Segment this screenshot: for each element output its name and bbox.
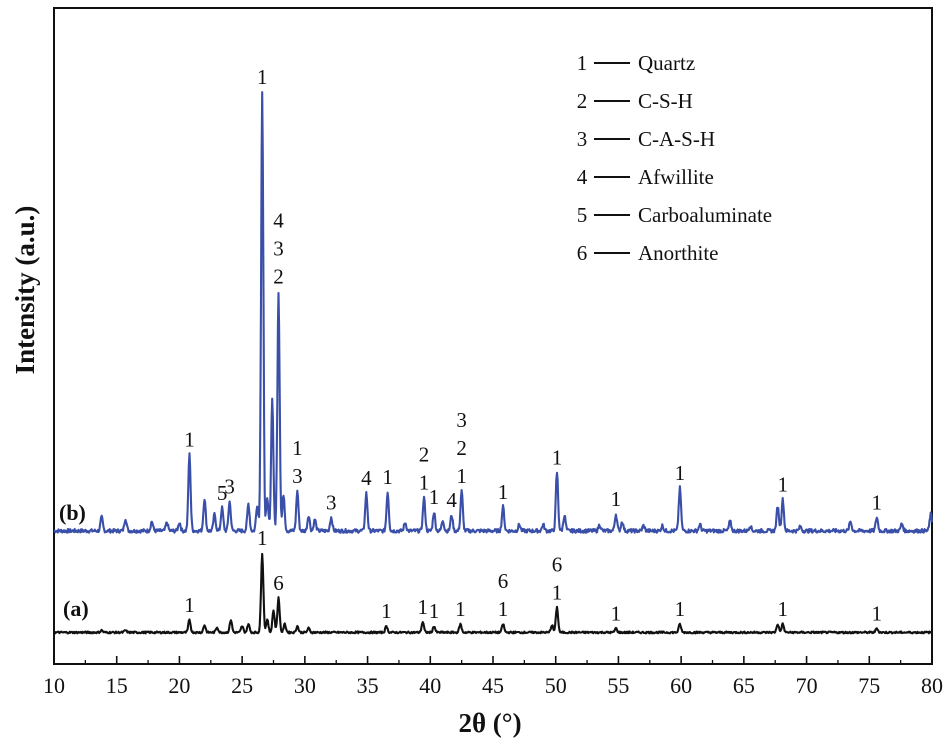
x-tick-label: 20 bbox=[168, 673, 190, 698]
x-tick-label: 50 bbox=[545, 673, 567, 698]
peak-label: 1 bbox=[429, 485, 440, 509]
x-tick-label: 45 bbox=[482, 673, 504, 698]
legend-label: C-A-S-H bbox=[638, 127, 715, 151]
peak-label: 1 bbox=[872, 490, 883, 514]
peak-label: 6 bbox=[552, 552, 563, 576]
peak-label: 4 bbox=[446, 488, 457, 512]
peak-label: 1 bbox=[552, 445, 563, 469]
x-tick-label: 60 bbox=[670, 673, 692, 698]
legend-key: 3 bbox=[577, 127, 588, 151]
peak-label: 1 bbox=[381, 599, 392, 623]
peak-label: 3 bbox=[273, 237, 284, 261]
peak-label: 3 bbox=[326, 490, 337, 514]
peak-label: 1 bbox=[455, 597, 466, 621]
peak-label: 1 bbox=[552, 580, 563, 604]
peak-label: 1 bbox=[419, 470, 430, 494]
legend-label: Carboaluminate bbox=[638, 203, 772, 227]
peak-label: 1 bbox=[777, 597, 788, 621]
x-tick-label: 75 bbox=[858, 673, 880, 698]
peak-label: 3 bbox=[224, 475, 235, 499]
legend-label: Quartz bbox=[638, 51, 695, 75]
x-tick-label: 80 bbox=[921, 673, 943, 698]
x-tick-label: 10 bbox=[43, 673, 65, 698]
peak-label: 1 bbox=[184, 428, 195, 452]
x-tick-label: 40 bbox=[419, 673, 441, 698]
series-line-a bbox=[53, 552, 933, 635]
peak-label: 1 bbox=[611, 601, 622, 625]
legend-label: Afwillite bbox=[638, 165, 714, 189]
peak-label: 1 bbox=[429, 599, 440, 623]
legend-key: 6 bbox=[577, 241, 588, 265]
x-tick-label: 15 bbox=[106, 673, 128, 698]
peak-label: 2 bbox=[419, 442, 430, 466]
peak-label: 1 bbox=[382, 465, 393, 489]
series-line-b bbox=[53, 91, 934, 534]
legend-label: C-S-H bbox=[638, 89, 693, 113]
legend-key: 1 bbox=[577, 51, 588, 75]
series-tag: (a) bbox=[63, 596, 89, 621]
peak-label: 2 bbox=[456, 436, 467, 460]
peak-label: 3 bbox=[456, 408, 467, 432]
peak-label: 1 bbox=[257, 65, 268, 89]
y-axis-title: Intensity (a.u.) bbox=[10, 206, 40, 375]
series-tag: (b) bbox=[59, 500, 86, 525]
peak-label: 3 bbox=[292, 464, 303, 488]
peak-label: 6 bbox=[498, 569, 509, 593]
legend-key: 2 bbox=[577, 89, 588, 113]
x-axis-title: 2θ (°) bbox=[458, 708, 521, 738]
peak-label: 1 bbox=[292, 436, 303, 460]
x-tick-label: 30 bbox=[294, 673, 316, 698]
peak-label: 1 bbox=[675, 461, 686, 485]
peak-label: 1 bbox=[184, 593, 195, 617]
peak-label: 4 bbox=[361, 466, 372, 490]
x-tick-label: 70 bbox=[796, 673, 818, 698]
peak-label: 1 bbox=[777, 473, 788, 497]
peak-label: 1 bbox=[872, 601, 883, 625]
peak-label: 2 bbox=[273, 265, 284, 289]
peak-label: 1 bbox=[498, 480, 509, 504]
legend-key: 5 bbox=[577, 203, 588, 227]
plot-frame bbox=[53, 7, 933, 665]
x-tick-label: 65 bbox=[733, 673, 755, 698]
peak-label: 6 bbox=[273, 571, 284, 595]
peak-label: 1 bbox=[675, 597, 686, 621]
peak-label: 1 bbox=[611, 487, 622, 511]
legend-label: Anorthite bbox=[638, 241, 718, 265]
x-tick-label: 55 bbox=[607, 673, 629, 698]
peak-label: 4 bbox=[273, 209, 284, 233]
peak-label: 1 bbox=[257, 526, 268, 550]
peak-label: 1 bbox=[498, 597, 509, 621]
legend: 1 Quartz 2 C-S-H 3 C-A-S-H 4 Afwillite 5 Carboalu… bbox=[577, 51, 772, 265]
peak-label: 1 bbox=[456, 464, 467, 488]
peak-label: 5 bbox=[217, 481, 228, 505]
legend-key: 4 bbox=[577, 165, 588, 189]
plot-area: 10 15 20 25 30 35 40 45 50 55 60 65 70 75 80(b)1531234… bbox=[43, 7, 943, 698]
x-tick-label: 35 bbox=[357, 673, 379, 698]
peak-label: 1 bbox=[418, 595, 429, 619]
x-tick-label: 25 bbox=[231, 673, 253, 698]
